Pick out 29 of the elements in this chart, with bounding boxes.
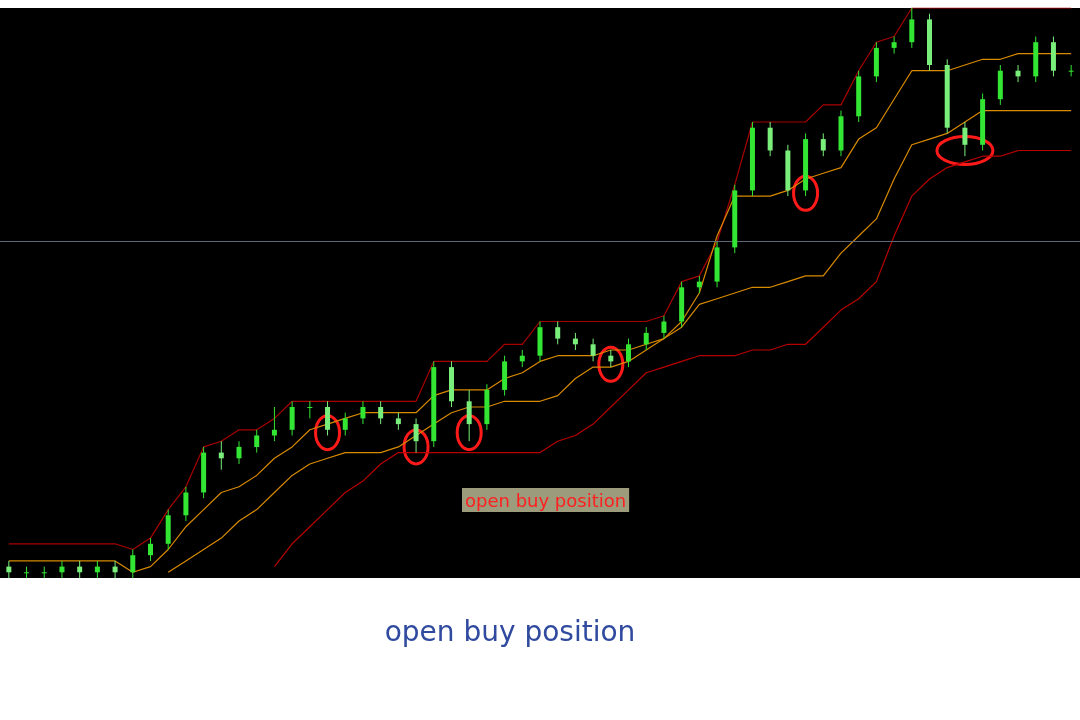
candlestick (307, 400, 313, 419)
candlestick (626, 338, 632, 368)
candlestick (962, 121, 968, 157)
candlestick (661, 315, 667, 340)
candlestick (236, 440, 242, 465)
annotation: open buy position (465, 489, 627, 511)
candlestick (891, 36, 897, 55)
candlestick (254, 429, 260, 454)
candlestick (325, 400, 331, 436)
candlestick (342, 412, 348, 436)
candlestick (378, 400, 384, 425)
candlestick (130, 549, 136, 579)
candlestick (41, 566, 47, 579)
text: open buy position (384, 614, 636, 648)
candlestick (466, 389, 472, 442)
candlestick (767, 121, 773, 157)
candlestick (24, 566, 30, 579)
candlestick (271, 406, 277, 442)
candlestick (147, 537, 153, 562)
candlestick (360, 400, 366, 425)
candlestick (1068, 64, 1074, 77)
candlestick (183, 486, 189, 522)
candlestick (289, 400, 295, 436)
candlestick (555, 321, 561, 345)
candlestick (590, 338, 596, 362)
candlestick (820, 132, 826, 157)
candlestick (413, 417, 419, 454)
candlestick (909, 7, 915, 49)
candlestick (643, 326, 649, 351)
